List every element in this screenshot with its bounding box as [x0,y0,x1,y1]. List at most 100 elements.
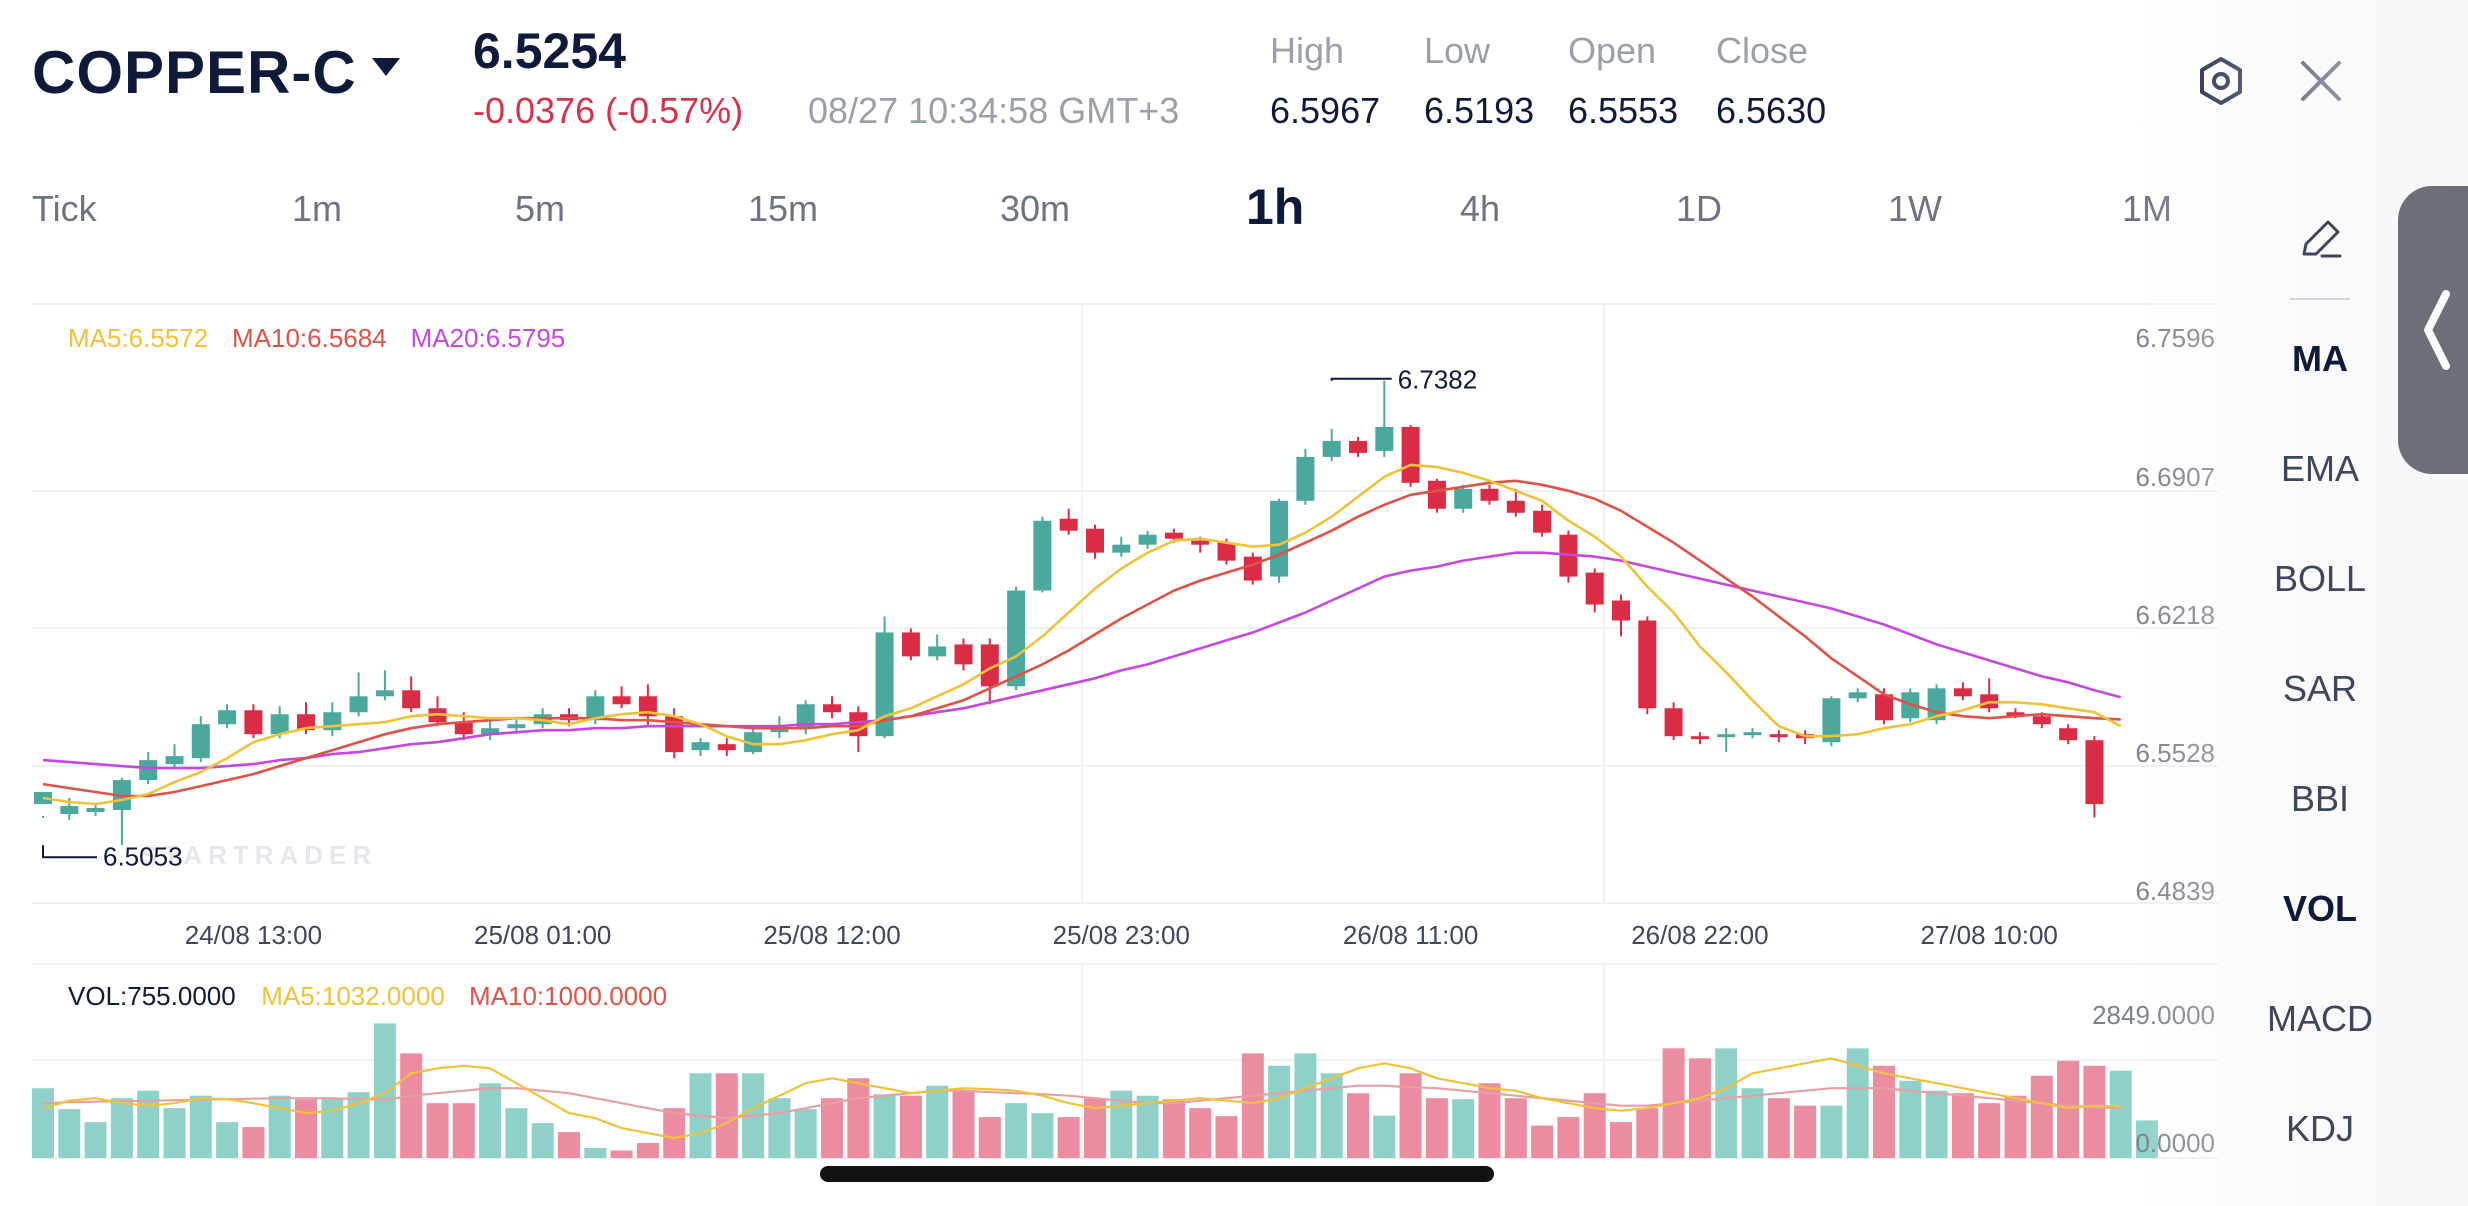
x-tick-label: 25/08 01:00 [474,920,611,950]
tab-1m[interactable]: 1m [292,188,343,229]
tab-4h[interactable]: 4h [1460,188,1501,229]
high-label: High [1270,30,1345,71]
volume-bar [1767,1098,1790,1158]
volume-bar [321,1098,344,1158]
volume-bar [821,1098,843,1158]
volume-bar [978,1117,1001,1158]
tab-1w[interactable]: 1W [1888,188,1942,229]
x-tick-label: 26/08 22:00 [1631,920,1768,950]
candle [1822,698,1841,743]
symbol-selector[interactable]: COPPER-C [32,39,357,106]
ma-legend-item: MA10:6.5684 [232,323,387,353]
volume-bar [400,1053,423,1158]
candle [1664,708,1683,737]
candle [1612,600,1630,621]
volume-bar [1110,1090,1133,1158]
high-marker [1330,377,1392,381]
volume-bar [873,1094,896,1158]
candle [1007,590,1026,687]
candle [770,728,789,733]
tab-1d[interactable]: 1D [1676,188,1723,229]
candle [454,722,473,735]
volume-bar [1504,1098,1527,1158]
indicator-sar[interactable]: SAR [2282,668,2358,709]
volume-bar [2109,1070,2132,1158]
drawer-handle[interactable] [2398,186,2468,474]
candle [1585,572,1604,605]
volume-bar [1347,1093,1369,1158]
volume-bar [1531,1125,1554,1158]
watermark: STARTRADER [140,840,377,870]
tab-5m[interactable]: 5m [515,188,566,229]
x-tick-label: 25/08 23:00 [1053,920,1190,950]
candle [1875,694,1893,721]
volume-bar [2057,1060,2080,1158]
home-indicator [820,1166,1494,1182]
volume-bar [216,1122,239,1158]
tab-1h[interactable]: 1h [1246,179,1305,235]
chevron-left-icon [2424,290,2450,370]
indicator-boll[interactable]: BOLL [2273,558,2367,599]
current-price: 6.5254 [473,23,626,79]
chevron-down-icon[interactable] [372,58,400,76]
indicator-ma[interactable]: MA [2292,338,2348,379]
volume-bar [479,1083,502,1158]
candle [402,690,421,709]
indicator-kdj[interactable]: KDJ [2285,1108,2354,1149]
indicator-bbi[interactable]: BBI [2290,778,2350,819]
candle [744,732,763,753]
volume-bar [1557,1117,1580,1158]
volume-bar [137,1090,160,1158]
volume-bar [1189,1108,1212,1158]
pencil-icon [2302,220,2342,258]
candle [954,644,973,665]
candle [717,744,736,751]
candle [1401,426,1420,483]
volume-bar [531,1123,554,1158]
low-annotation: 6.5053 [103,841,183,871]
volume-bar [58,1109,81,1158]
volume-bar [847,1078,870,1158]
candle [1769,734,1788,738]
indicator-ema[interactable]: EMA [2280,448,2359,489]
candle [586,696,605,721]
candle [60,806,79,814]
volume-bar [84,1122,107,1158]
vol-ma10-line [42,1084,2121,1120]
volume-bar [1636,1108,1659,1158]
volume-bar [1057,1117,1080,1158]
candle [297,714,315,731]
candle [901,632,920,657]
candle [612,696,631,705]
candle [1059,518,1078,531]
volume-bar [1741,1088,1764,1158]
volume-bar [2083,1065,2106,1158]
volume-bar [32,1088,54,1158]
high-annotation: 6.7382 [1398,365,1478,395]
open-label: Open [1568,30,1657,71]
vol-legend-item: MA5:1032.0000 [261,981,445,1011]
volume-bar [1873,1065,1895,1158]
volume-bar [2030,1075,2053,1158]
volume-bar [1005,1103,1028,1158]
candle [1217,542,1236,561]
close-value: 6.5630 [1716,90,1827,131]
candle [507,724,526,729]
tab-15m[interactable]: 15m [748,188,819,229]
candle [1322,440,1341,457]
volume-bar [295,1099,317,1158]
candle [1270,500,1289,577]
volume-bar [373,1023,396,1158]
volume-bar [1241,1053,1264,1158]
candle [1112,544,1131,553]
draw-tool-button[interactable] [2296,214,2346,264]
indicator-vol[interactable]: VOL [2282,888,2357,929]
tab-30m[interactable]: 30m [1000,188,1071,229]
volume-bar [110,1098,133,1158]
candle [1191,540,1210,545]
candle [1375,426,1394,451]
tab-tick[interactable]: Tick [32,188,97,229]
ma20-line [42,551,2122,770]
indicator-macd[interactable]: MACD [2267,998,2373,1039]
